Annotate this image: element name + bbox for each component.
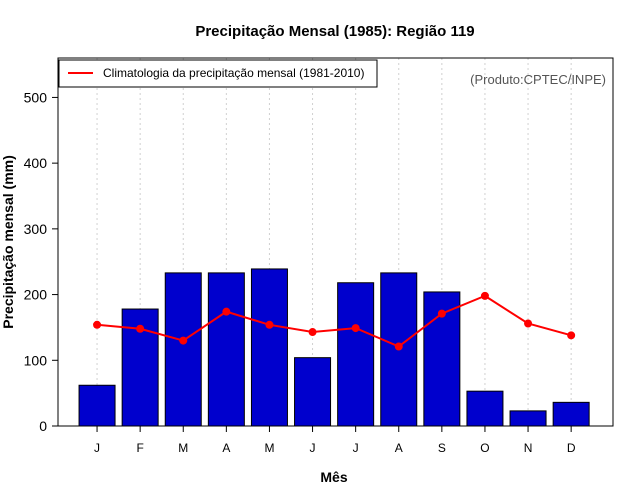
product-credit: (Produto:CPTEC/INPE) [470, 72, 606, 87]
x-tick-label: D [567, 441, 576, 455]
climatology-point [524, 319, 532, 327]
precipitation-chart: Precipitação Mensal (1985): Região 119 0… [0, 0, 640, 500]
y-tick-label: 200 [24, 287, 48, 303]
climatology-point [93, 321, 101, 329]
y-tick-label: 100 [24, 352, 48, 368]
bar-m-5 [251, 269, 287, 426]
x-axis-label: Mês [320, 469, 347, 485]
y-tick-label: 500 [24, 89, 48, 105]
chart-title: Precipitação Mensal (1985): Região 119 [195, 23, 474, 40]
climatology-point [481, 292, 489, 300]
x-tick-label: J [353, 441, 359, 455]
legend: Climatologia da precipitação mensal (198… [59, 60, 377, 87]
climatology-point [265, 321, 273, 329]
bar-j-1 [79, 385, 115, 426]
climatology-point [309, 328, 317, 336]
y-axis: 0 100 200 300 400 500 [24, 89, 58, 434]
y-axis-label: Precipitação mensal (mm) [0, 155, 16, 329]
x-tick-label: A [395, 441, 403, 455]
bar-j-7 [338, 283, 374, 426]
bar-a-4 [208, 273, 244, 426]
y-tick-label: 0 [39, 418, 47, 434]
climatology-point [352, 324, 360, 332]
x-tick-label: M [178, 441, 188, 455]
x-tick-label: F [136, 441, 143, 455]
legend-entry-climatology: Climatologia da precipitação mensal (198… [103, 66, 364, 80]
climatology-point [179, 337, 187, 345]
bars-group [79, 269, 589, 426]
climatology-point [438, 310, 446, 318]
x-tick-label: N [524, 441, 533, 455]
bar-n-11 [510, 411, 546, 426]
x-tick-label: J [310, 441, 316, 455]
y-tick-label: 300 [24, 221, 48, 237]
climatology-point [395, 342, 403, 350]
x-tick-label: S [438, 441, 446, 455]
x-tick-label: O [480, 441, 489, 455]
climatology-point [567, 331, 575, 339]
y-tick-label: 400 [24, 155, 48, 171]
bar-j-6 [295, 358, 331, 426]
climatology-point [136, 325, 144, 333]
x-tick-label: A [222, 441, 230, 455]
bar-d-12 [553, 402, 589, 426]
bar-o-10 [467, 391, 503, 426]
bar-m-3 [165, 273, 201, 426]
climatology-point [222, 308, 230, 316]
x-tick-label: J [94, 441, 100, 455]
x-tick-label: M [264, 441, 274, 455]
